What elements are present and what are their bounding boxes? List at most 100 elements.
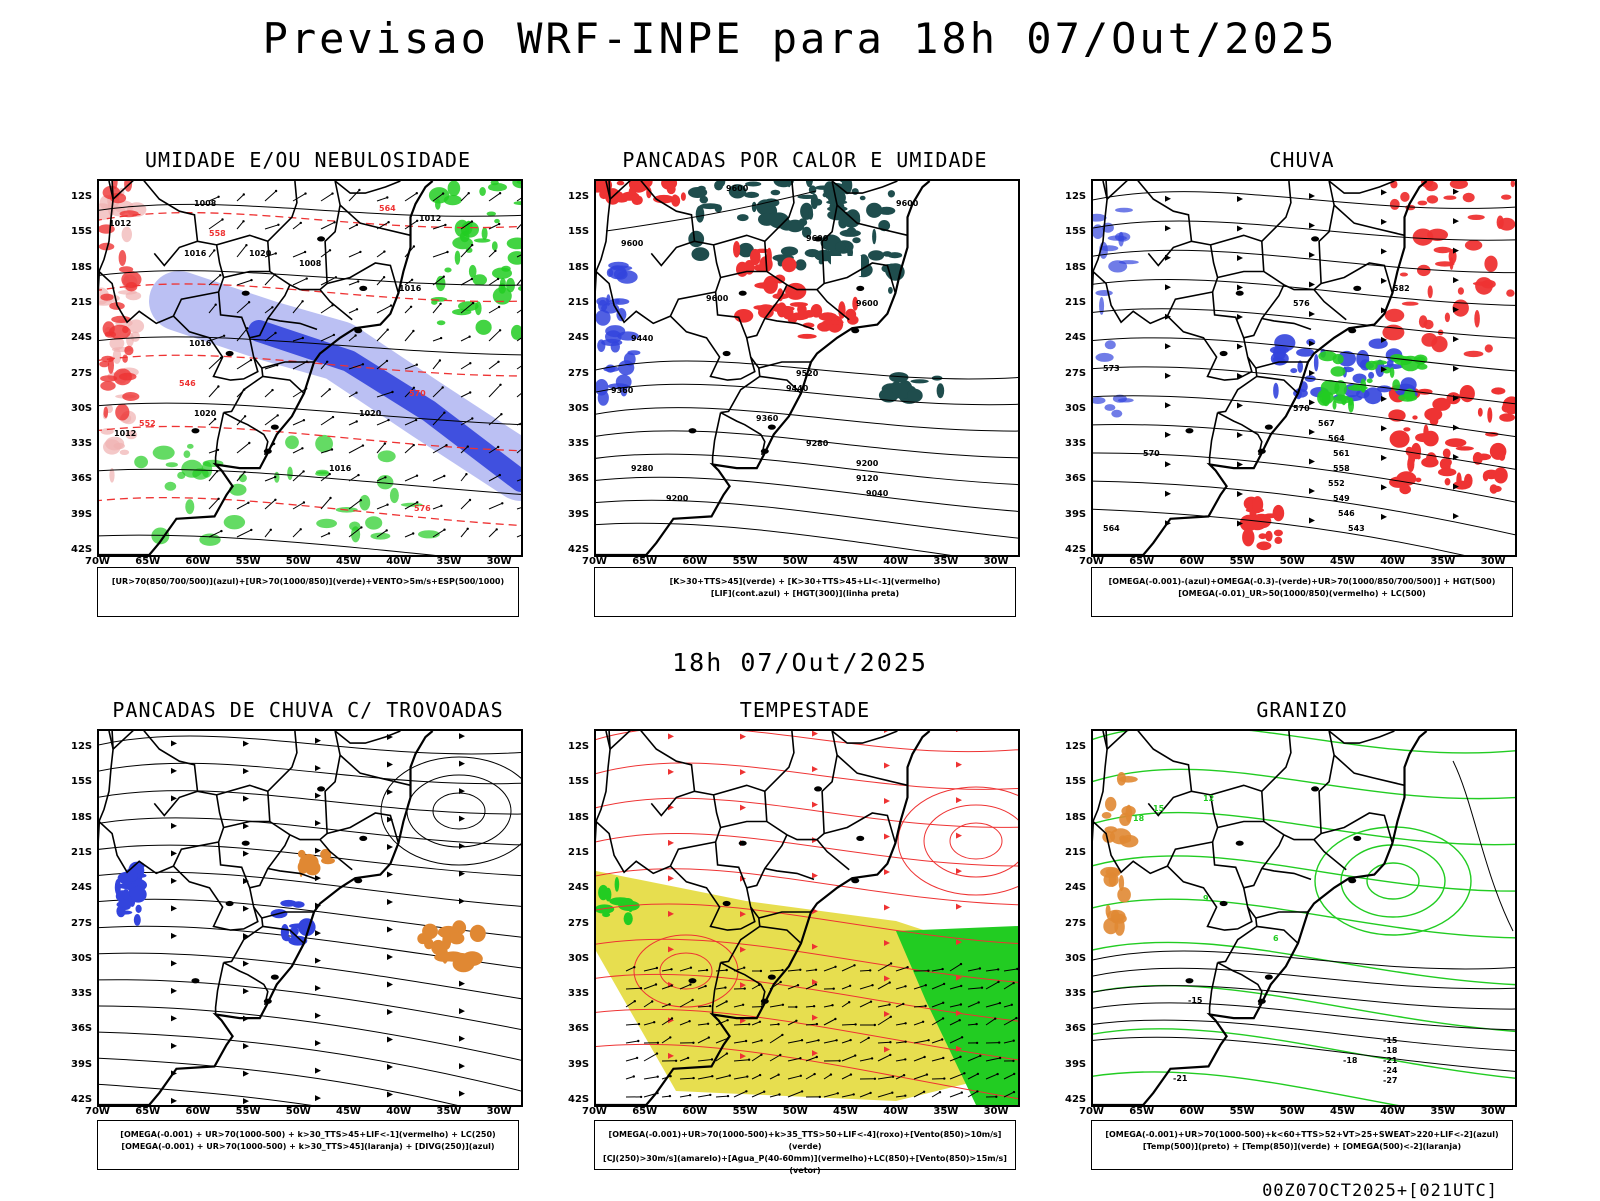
contour-label: 576 [1293,299,1310,308]
longitude-tick: 50W [286,556,311,567]
wind-vector-head [888,1003,890,1005]
longitude-tick: 55W [733,556,758,567]
field-shade [475,301,482,315]
field-shade [1367,379,1373,384]
streamline-arrow [1165,373,1171,379]
wind-vector-head [634,1000,636,1002]
wind-vector-head [303,419,305,421]
wind-vector-head [1011,1004,1013,1006]
streamline-arrow [956,904,962,910]
latitude-tick: 24S [71,882,92,893]
field-shade [1290,368,1297,373]
wind-vector-head [633,1075,635,1077]
wind-vector-head [242,220,244,222]
field-shade [287,467,293,480]
latitude-tick: 24S [71,332,92,343]
wind-vector-head [651,1000,653,1002]
latitude-tick: 33S [568,438,589,449]
wind-vector [461,393,470,398]
political-border [1218,963,1262,1005]
wind-vector-head [214,418,216,420]
field-shade [1105,797,1116,811]
wind-vector-head [306,277,308,279]
lake-marker [1353,286,1361,291]
panel-title: CHUVA [1051,148,1553,172]
longitude-tick: 45W [833,556,858,567]
wind-vector-head [781,1034,783,1036]
wind-vector-head [704,985,706,987]
field-shade [1491,387,1505,394]
lake-marker [761,999,769,1004]
wind-vector-head [439,359,441,361]
field-shade [872,229,876,244]
latitude-tick: 42S [71,544,92,555]
height-contour [596,477,1018,512]
field-shade [134,456,148,468]
streamline-arrow [1453,189,1459,195]
wind-vector [517,306,521,313]
field-shade [469,265,477,278]
longitude-tick: 30W [1481,556,1506,567]
wind-vector-head [217,385,219,387]
streamline-arrow [1237,403,1243,409]
latitude-tick: 39S [71,509,92,520]
field-shade [1445,438,1466,447]
field-shade [1108,235,1127,240]
wind-vector-head [874,1024,876,1026]
field-shade [1434,247,1452,253]
wind-vector-head [711,1075,713,1077]
streamline-arrow [243,796,249,802]
streamline-arrow [459,1036,465,1042]
field-shade [1423,320,1433,329]
wind-vector [489,193,500,201]
field-shade [627,350,640,355]
latitude-tick: 12S [1065,191,1086,202]
wind-vector [237,360,251,369]
lake-marker [1185,978,1193,983]
latitude-tick: 36S [568,473,589,484]
longitude-tick: 60W [185,556,210,567]
wind-vector [489,330,500,341]
field-shade [134,914,141,926]
field-shade [1456,446,1474,450]
wind-vector-head [960,985,962,987]
streamline-arrow [459,733,465,739]
latitude-tick: 39S [568,509,589,520]
streamline-arrow [459,761,465,767]
wind-vector-head [692,1042,694,1044]
wind-vector-head [277,224,279,226]
wind-vector-head [849,985,851,987]
wind-vector-head [248,442,250,444]
field-shade [512,181,521,188]
wind-vector [265,415,278,425]
wind-vector [644,1054,657,1061]
wind-vector-head [709,1005,711,1007]
political-border [1334,755,1404,785]
lake-marker [1311,786,1319,791]
field-shade [470,925,486,942]
field-shade [1413,229,1434,246]
wind-vector-head [943,983,945,985]
wind-vector [405,307,411,313]
field-shade [1443,449,1451,459]
wind-vector-head [333,221,335,223]
field-shade [1438,468,1456,476]
latitude-tick: 21S [71,297,92,308]
wind-vector-head [671,984,673,986]
longitude-tick: 70W [85,1106,110,1117]
map-plot: 5825765735705675645615585525495465435705… [1093,181,1515,555]
wind-vector-head [356,308,358,310]
wind-vector-head [959,1056,961,1058]
latitude-tick: 27S [71,918,92,929]
wind-vector-head [500,413,502,415]
wind-vector-head [942,1057,944,1059]
panel-title: GRANIZO [1051,698,1553,722]
thickness-contour [99,498,521,526]
wind-vector-head [410,306,412,308]
streamline-arrow [668,840,674,846]
longitude-tick: 40W [1380,1106,1405,1117]
political-border [1148,241,1191,265]
field-shade [1390,367,1395,378]
field-shade [1333,395,1351,404]
